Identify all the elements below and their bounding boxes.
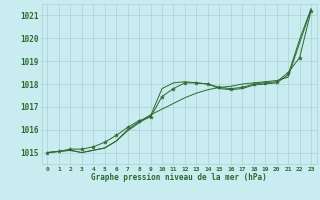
X-axis label: Graphe pression niveau de la mer (hPa): Graphe pression niveau de la mer (hPa) xyxy=(91,173,267,182)
